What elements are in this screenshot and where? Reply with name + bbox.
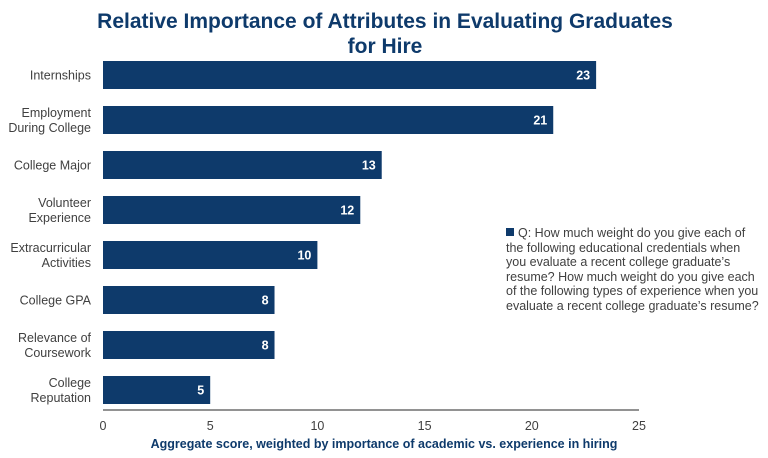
x-axis-label: Aggregate score, weighted by importance … [150,437,618,451]
bar [103,61,597,89]
bar-value-label: 10 [297,249,311,263]
x-tick-label: 5 [207,419,214,433]
x-tick-label: 15 [418,419,432,433]
bar-value-label: 8 [262,339,269,353]
bar-value-label: 8 [262,294,269,308]
bar-value-label: 23 [576,69,590,83]
legend-swatch [506,228,514,236]
category-label: College Major [14,159,91,173]
category-label: During College [8,121,91,135]
bar-value-label: 13 [362,159,376,173]
category-label: Experience [28,211,91,225]
category-label: Activities [42,256,91,270]
x-tick-label: 25 [632,419,646,433]
x-tick-label: 10 [310,419,324,433]
category-label: Internships [30,69,91,83]
category-label: Reputation [31,391,92,405]
legend: Q: How much weight do you give each of t… [506,226,761,314]
x-tick-label: 0 [100,419,107,433]
bar [103,196,361,224]
bar-value-label: 21 [533,114,547,128]
category-label: Volunteer [38,196,91,210]
bar [103,106,554,134]
category-label: Employment [22,106,92,120]
category-label: Coursework [24,346,91,360]
category-label: Relevance of [18,331,91,345]
chart-title: Relative Importance of Attributes in Eva… [60,9,710,59]
bar [103,241,318,269]
chart-title-line-1: Relative Importance of Attributes in Eva… [97,10,673,33]
bar-value-label: 5 [197,384,204,398]
category-label: College [49,376,91,390]
category-label: College GPA [20,294,92,308]
category-label: Extracurricular [10,241,91,255]
bar [103,376,211,404]
legend-text: Q: How much weight do you give each of t… [506,226,759,313]
bar [103,331,275,359]
bar [103,151,382,179]
bar-value-label: 12 [340,204,354,218]
bar [103,286,275,314]
chart-title-line-2: for Hire [347,35,423,58]
x-tick-label: 20 [525,419,539,433]
